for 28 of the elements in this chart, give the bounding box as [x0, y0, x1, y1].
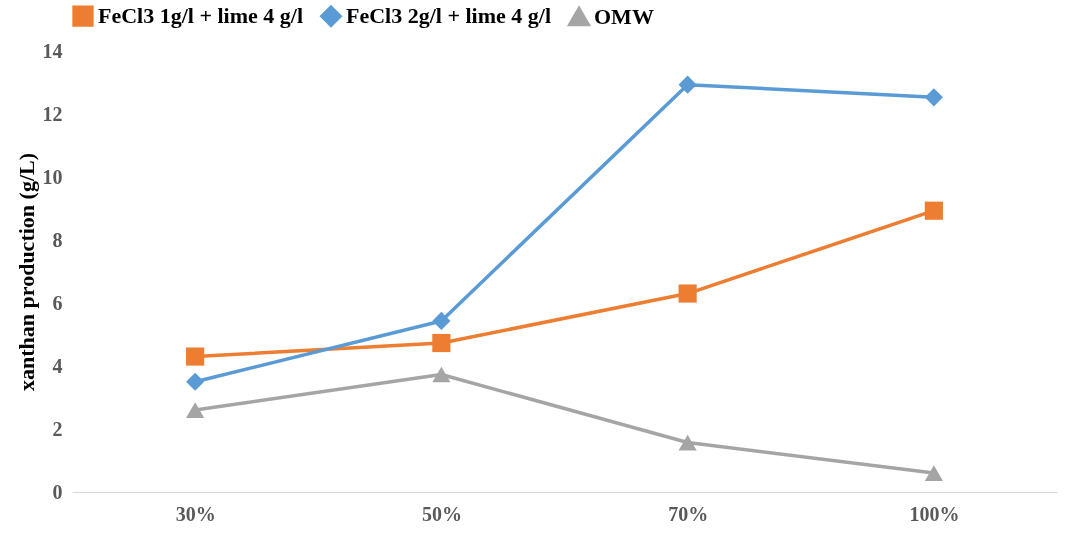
- point: [678, 284, 697, 303]
- point: [432, 366, 451, 383]
- y-tick-label: 12: [42, 102, 63, 125]
- point: [678, 75, 697, 94]
- point: [186, 347, 205, 366]
- point: [678, 434, 697, 451]
- x-tick-label: 100%: [909, 502, 960, 525]
- point: [924, 465, 943, 481]
- point: [924, 88, 943, 107]
- point: [186, 372, 205, 391]
- point: [432, 333, 451, 353]
- legend-label: OMW: [594, 3, 654, 29]
- y-tick-label: 0: [52, 480, 63, 503]
- legend-label: FeCl3 1g/l + lime 4 g/l: [98, 3, 304, 29]
- point: [186, 402, 205, 418]
- x-tick-label: 30%: [175, 502, 216, 525]
- point: [924, 201, 943, 220]
- y-tick-label: 6: [52, 291, 63, 314]
- y-axis-title: xanthan production (g/L): [13, 153, 39, 391]
- legend-label: FeCl3 2g/l + lime 4 g/l: [346, 3, 552, 29]
- y-tick-label: 10: [42, 165, 63, 188]
- x-tick-label: 70%: [668, 502, 709, 525]
- y-tick-label: 4: [52, 354, 63, 377]
- y-tick-label: 14: [42, 39, 63, 62]
- x-tick-label: 50%: [421, 502, 462, 525]
- point: [432, 311, 451, 331]
- y-tick-label: 8: [52, 228, 63, 251]
- y-tick-label: 2: [52, 417, 63, 440]
